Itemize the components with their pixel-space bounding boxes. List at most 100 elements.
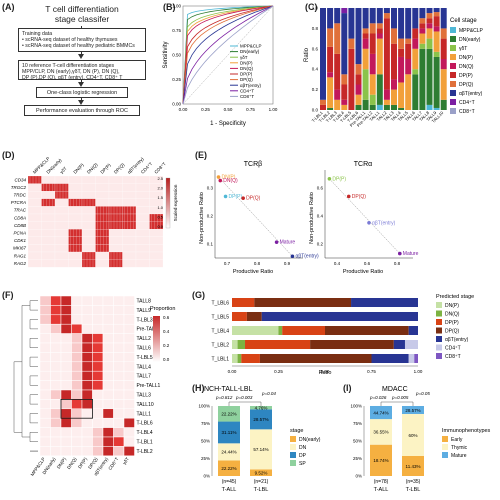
proportion-cell [92,295,104,306]
proportion-cell [123,333,135,344]
proportion-cell [102,323,114,334]
proportion-cell [102,389,114,400]
cell-stage-label: γδT [459,46,467,52]
ref-line1: MPP/CLP, DN (early),γδT, DN (P), DN (Q), [22,69,120,76]
stacked-segment [334,8,341,24]
stacked-segment [426,8,433,14]
cell-stage-label: DN(Q) [459,64,474,70]
scaled-expression-label: Scaled expression [173,184,178,221]
stacked-segment [419,23,426,29]
panel-d-col-label: CD4⁺T [140,161,154,175]
heatmap-cell [135,221,150,230]
proportion-cell [71,389,83,400]
pct-segment [218,406,240,422]
proportion-cell [92,361,104,372]
panel-f-row-label: Pre-TALL1 [137,383,161,389]
gene-label: CD8A [14,215,26,220]
proportion-cell [50,399,62,410]
stacked-segment [412,38,419,49]
cell-stage-label: DN(P) [459,55,473,61]
roc-legend-label: CD8⁺T [240,94,254,99]
proportion-cell [39,352,51,363]
proportion-cell [81,389,93,400]
heatmap-cell [68,206,83,215]
proportion-cell [81,342,93,353]
panel-g-row-label: T_LBL4 [211,329,229,335]
dendrogram-branch [13,361,22,433]
pct-legend-label: DN [299,445,307,451]
heatmap-cell [122,229,137,237]
pct-group-n: (n=45) [222,479,237,485]
predicted-segment [232,354,238,363]
proportion-cell [113,323,125,334]
panel-f-col-label: DP(Q) [87,456,99,470]
proportion-cell [71,305,83,316]
stacked-segment [327,77,334,108]
stacked-segment [327,72,334,78]
proportion-cell [81,436,93,447]
panel-g-row-label: T_LBL6 [211,301,229,307]
stacked-segment [362,99,369,110]
stacked-segment [419,33,426,44]
predicted-stage-swatch [436,353,442,359]
proportion-cell [81,323,93,334]
stacked-segment [426,28,433,39]
heatmap-cell [41,221,56,230]
heatmap-cell [81,191,96,199]
ref-title: 10 reference T-cell differentiation stag… [22,63,115,69]
stacked-segment [369,23,376,34]
pct-legend-swatch [442,444,448,450]
pct-legend-label: DN(early) [299,437,321,443]
proportion-cell [39,314,51,325]
panel-f-row-label: TALL8 [137,299,152,305]
stacked-segment [362,33,369,39]
panel-f-row-label: TALL1 [137,411,152,417]
stacked-segment [327,46,334,73]
gene-label: RAG2 [14,261,27,266]
heatmap-cell [122,251,137,260]
pct-label: 28.57% [405,408,420,413]
proportion-cell [81,295,93,306]
panel-g-xtick: 1.00 [414,369,423,374]
pct-segment [250,469,272,476]
e-point [398,251,402,256]
heatmap-cell [95,198,110,207]
roc-curve [182,5,274,105]
e-ytick: 0.4 [317,214,324,219]
stacked-segment [355,84,362,95]
stacked-segment [433,56,440,108]
pct-label: 28.57% [253,417,268,422]
mdacc-title: MDACC [382,386,408,393]
stacked-segment [376,8,383,24]
proportion-cell [50,295,62,306]
proportion-cell [123,305,135,316]
e-xtick: 0.8 [254,261,261,266]
nch-p2: p=0.003 [235,395,253,400]
proportion-cell [71,408,83,419]
stacked-segment [391,28,397,44]
stacked-segment [320,99,326,105]
panel-f-row-label: T-LBL6 [137,421,153,427]
proportion-cell [39,361,51,372]
heatmap-cell [54,251,69,260]
predicted-stage-swatch [436,319,442,325]
stacked-segment [440,8,447,29]
stacked-segment [426,48,433,105]
cell-stage-label: MPP&CLP [459,28,484,34]
cell-stage-swatch [450,90,456,96]
cell-stage-swatch [450,45,456,51]
tcrb-xlabel: Productive Ratio [233,269,273,275]
proportion-cell [60,446,72,457]
predicted-segment [232,326,279,335]
stacked-segment [426,104,433,110]
heatmap-cell [122,191,137,199]
proportion-cell [39,333,51,344]
proportion-cell [123,380,135,391]
predicted-segment [371,354,409,363]
stacked-segment [398,82,405,108]
heatmap-cell [135,229,150,237]
proportion-cell [39,436,51,447]
pct-segment [402,456,424,476]
dendrogram-branch [29,300,38,311]
panel-f-row-label: TALL2 [137,336,152,342]
